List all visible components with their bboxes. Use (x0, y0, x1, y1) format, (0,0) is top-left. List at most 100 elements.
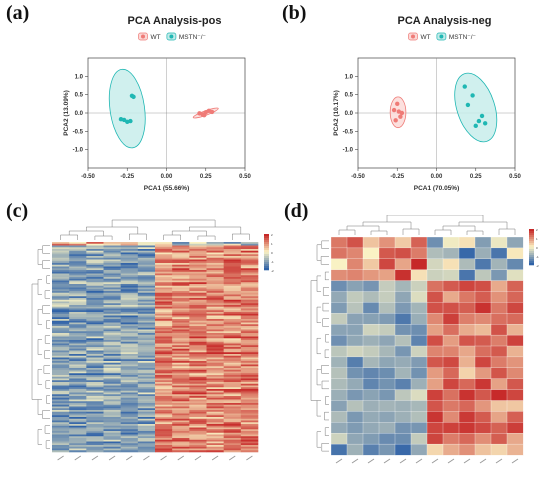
heatmap-cell (137, 345, 156, 348)
data-point (462, 84, 467, 89)
heatmap-cell (120, 364, 139, 367)
heatmap-cell (52, 375, 70, 378)
heatmap-cell (223, 310, 242, 313)
heatmap-cell (155, 242, 173, 245)
heatmap-cell (346, 313, 364, 325)
heatmap-cell (426, 313, 444, 325)
heatmap-cell (458, 411, 476, 423)
heatmap-cell (410, 400, 428, 412)
heatmap-cell (86, 282, 104, 285)
colorbar-tick-label: 0 (536, 246, 538, 250)
heatmap-cell (240, 254, 259, 257)
heatmap-cell (206, 352, 224, 355)
heatmap-cell (474, 324, 492, 336)
heatmap-cell (69, 282, 87, 285)
heatmap-cell (155, 245, 173, 248)
heatmap-cell (206, 348, 224, 351)
heatmap-cell (378, 280, 396, 292)
row-dendrogram-branch (37, 279, 42, 295)
heatmap-cell (490, 356, 508, 369)
heatmap-cell (103, 375, 121, 378)
colorbar-segment (529, 245, 534, 248)
heatmap-cell (69, 439, 87, 442)
heatmap-cell (172, 385, 190, 388)
row-dendrogram-branch (45, 380, 50, 389)
heatmap-cell (172, 345, 190, 348)
heatmap-cell (442, 422, 460, 434)
heatmap-cell (394, 280, 412, 292)
heatmap-cell (172, 390, 190, 393)
heatmap-cell (120, 403, 139, 406)
heatmap-cell (206, 252, 224, 255)
heatmap-cell (52, 389, 70, 392)
heatmap-cell (155, 448, 173, 451)
row-dendrogram-branch (324, 349, 329, 358)
row-dendrogram-branch (316, 431, 321, 448)
heatmap-cell (189, 327, 207, 330)
heatmap-cell (86, 394, 104, 397)
heatmap-cell (137, 327, 156, 330)
heatmap-cell (120, 406, 139, 409)
heatmap-cell (86, 387, 104, 390)
heatmap-cell (52, 361, 70, 364)
heatmap-cell (506, 324, 524, 336)
heatmap-cell (346, 247, 364, 260)
y-tick-label: 1.0 (75, 74, 84, 80)
heatmap-cell (394, 422, 412, 434)
heatmap-cell (86, 373, 104, 376)
heatmap-cell (189, 334, 207, 337)
heatmap-cell (155, 445, 173, 448)
heatmap-cell (69, 287, 87, 290)
heatmap-cell (506, 389, 524, 401)
heatmap-cell (206, 448, 224, 451)
colorbar-segment (529, 235, 534, 238)
heatmap-cell (69, 380, 87, 383)
heatmap-cell (206, 354, 224, 357)
heatmap-cell (120, 292, 139, 295)
heatmap-cell (155, 243, 173, 246)
heatmap-cell (137, 376, 156, 379)
heatmap-cell (206, 296, 224, 299)
heatmap-cell (52, 436, 70, 439)
heatmap-cell (223, 408, 242, 411)
heatmap-cell (240, 278, 259, 281)
heatmap-cell (120, 301, 139, 304)
heatmap-cell (155, 436, 173, 439)
heatmap-cell (137, 275, 156, 278)
heatmap-cell (155, 264, 173, 267)
x-tick-label: -0.25 (390, 174, 404, 180)
heatmap-cell (52, 252, 70, 255)
heatmap-cell (103, 424, 121, 427)
heatmap-cell (240, 326, 259, 329)
heatmap-cell (155, 406, 173, 409)
column-label (194, 455, 202, 461)
heatmap-cell (206, 282, 224, 285)
heatmap-cell (458, 367, 476, 380)
heatmap-cell (69, 376, 87, 379)
heatmap-cell (189, 333, 207, 336)
heatmap-cell (86, 319, 104, 322)
heatmap-cell (240, 378, 259, 381)
heatmap-cell (120, 411, 139, 414)
heatmap-cell (189, 371, 207, 374)
heatmap-cell (155, 341, 173, 344)
heatmap-cell (223, 250, 242, 253)
heatmap-cell (189, 254, 207, 257)
heatmap-cell (86, 354, 104, 357)
heatmap-cell (52, 413, 70, 416)
heatmap-cell (52, 345, 70, 348)
heatmap-cell (189, 361, 207, 364)
heatmap-cell (137, 350, 156, 353)
heatmap-cell (69, 313, 87, 316)
heatmap-cell (223, 445, 242, 448)
heatmap-cell (223, 396, 242, 399)
heatmap-cell (394, 378, 412, 391)
row-dendrogram-branch (43, 365, 50, 374)
heatmap-cell (378, 345, 396, 358)
heatmap-cell (442, 400, 460, 412)
heatmap-cell (86, 263, 104, 266)
heatmap-cell (172, 278, 190, 281)
column-label (415, 458, 423, 464)
heatmap-cell (86, 327, 104, 330)
heatmap-cell (223, 271, 242, 274)
